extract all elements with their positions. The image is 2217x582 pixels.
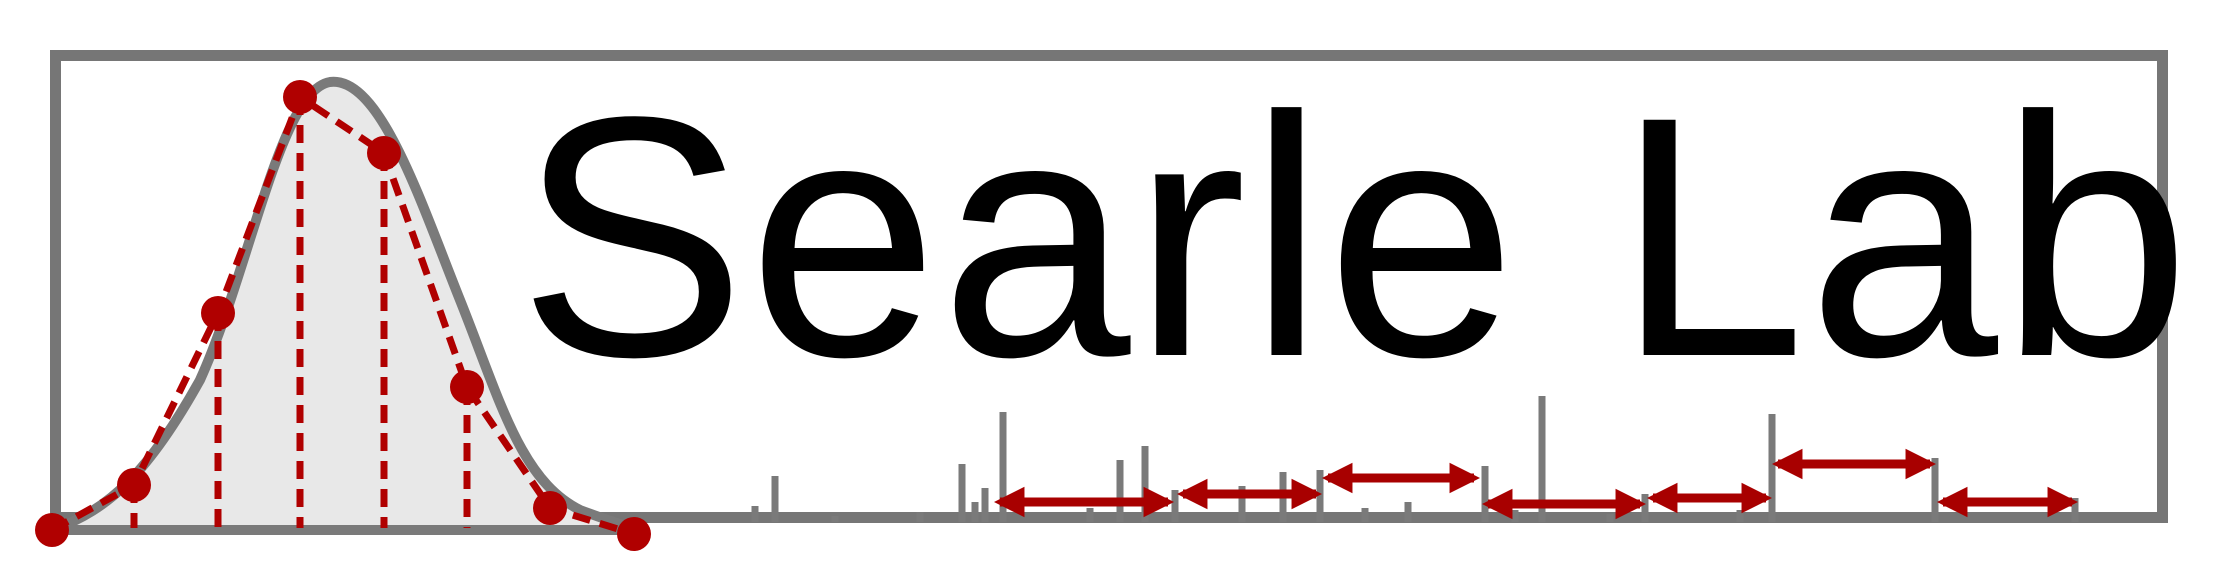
sample-point (35, 513, 69, 547)
sample-point (533, 491, 567, 525)
sample-point (367, 136, 401, 170)
sample-point (283, 80, 317, 114)
sample-point (201, 296, 235, 330)
sample-point (117, 468, 151, 502)
sample-point (617, 517, 651, 551)
sample-points (35, 80, 651, 551)
sample-trace (50, 91, 636, 538)
sample-point (450, 370, 484, 404)
sample-lines (50, 91, 636, 538)
window-arrow-icon (993, 448, 2079, 520)
logo-wordmark: Searle Lab (518, 46, 2193, 428)
